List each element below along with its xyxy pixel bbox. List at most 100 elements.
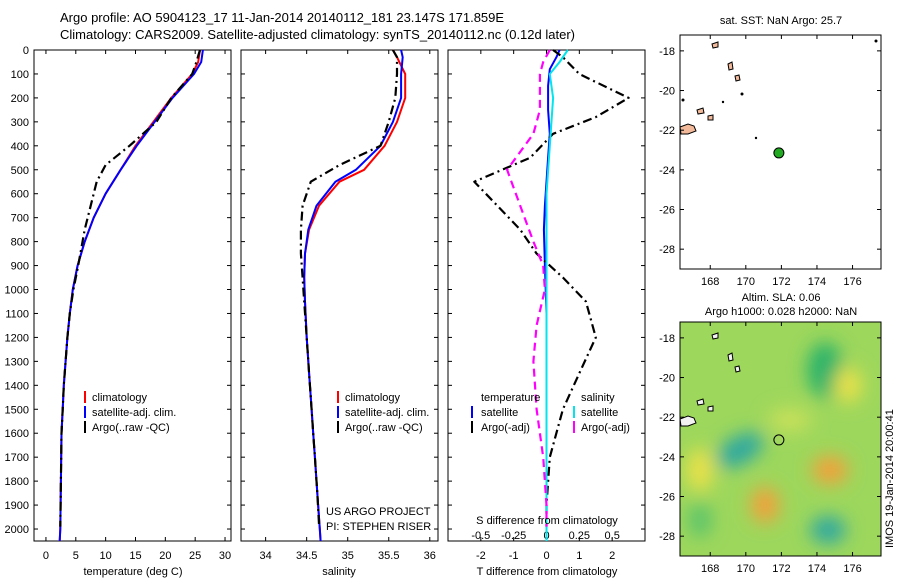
sla-map: 168 170 172 174 176 -18 -20 -22 -24 -26 -28: [659, 322, 881, 575]
map-y-tick-label: -28: [659, 531, 675, 543]
legend-label-t-argo: Argo(-adj): [481, 422, 530, 434]
map-x-tick-label: 172: [772, 276, 790, 288]
map-x-tick-label: 174: [808, 563, 826, 575]
legend-label-argo: Argo(..raw -QC): [345, 422, 423, 434]
depth-tick-label: 1800: [5, 476, 29, 488]
island-loyalty-2: [696, 398, 705, 406]
island-new-caledonia: [679, 123, 697, 135]
title-line-2: Climatology: CARS2009. Satellite-adjuste…: [60, 27, 575, 42]
x-tick-label: 25: [189, 550, 201, 562]
series-line-climatology: [303, 49, 407, 542]
series-line-argo-adj: [506, 49, 551, 527]
s-tick-label: 0.5: [605, 530, 620, 542]
depth-tick-label: 1300: [5, 356, 29, 368]
x-tick-label: 2: [609, 550, 615, 562]
depth-axis: 0 100 200 300 400 500 600 700 800 900 1000 1100 1200…: [5, 45, 645, 536]
x-tick-label: 34: [260, 550, 272, 562]
series-line-argo-raw-qc: [59, 49, 202, 527]
legend-header-salinity: salinity: [581, 392, 615, 404]
map-x-tick-label: 172: [772, 563, 790, 575]
sla-background: [680, 322, 881, 556]
map-y-tick-label: -20: [659, 86, 675, 98]
map-x-tick-label: 170: [737, 563, 755, 575]
salinity-panel-frame: [240, 49, 439, 542]
sla-blob: [688, 502, 712, 538]
x-tick-label: 20: [159, 550, 171, 562]
map-x-tick-label: 170: [737, 276, 755, 288]
map-x-tick-label: 168: [701, 563, 719, 575]
difference-legend: temperature salinity satellite Argo(-adj…: [471, 392, 630, 434]
sla-blob: [768, 408, 812, 432]
sla-blob: [807, 342, 843, 398]
x-tick-label: 35: [342, 550, 354, 562]
series-line-argo-adj: [473, 49, 630, 527]
series-line-argo-raw-qc: [299, 49, 399, 525]
sst-map-title: sat. SST: NaN Argo: 25.7: [720, 15, 842, 27]
map-y-tick-label: -26: [659, 205, 675, 217]
depth-tick-label: 1700: [5, 452, 29, 464]
depth-tick-label: 700: [11, 213, 29, 225]
s-difference-axis-label: S difference from climatology: [476, 515, 618, 527]
s-tick-label: -0.5: [471, 530, 490, 542]
depth-tick-label: 1500: [5, 404, 29, 416]
islet: [754, 136, 758, 140]
temperature-panel-frame: [33, 49, 232, 542]
islet: [740, 92, 744, 96]
argo-position-marker: [773, 147, 785, 159]
x-tick-label: 10: [100, 550, 112, 562]
project-label: US ARGO PROJECT: [326, 506, 431, 518]
depth-tick-label: 500: [11, 165, 29, 177]
map-x-tick-label: 168: [701, 276, 719, 288]
x-tick-label: 5: [73, 550, 79, 562]
sst-map: 168 170 172 174 176 -18 -20 -22 -24 -26 -28: [659, 35, 881, 288]
islet: [721, 100, 725, 104]
pi-label: PI: STEPHEN RISER: [326, 521, 431, 533]
map-y-tick-label: -26: [659, 492, 675, 504]
island-loyalty-1: [711, 41, 719, 49]
t-difference-axis-label: T difference from climatology: [477, 566, 618, 578]
temperature-panel: 0 5 10 15 20 25 30: [43, 49, 231, 562]
island-vanuatu-1: [727, 61, 734, 71]
depth-tick-label: 2000: [5, 524, 29, 536]
island-vanuatu-2: [734, 365, 741, 373]
depth-tick-label: 1000: [5, 285, 29, 297]
sla-blob: [812, 456, 848, 484]
sla-map-title-1: Altim. SLA: 0.06: [742, 292, 821, 304]
sla-blob: [810, 516, 846, 544]
map-y-tick-label: -18: [659, 333, 675, 345]
sla-field: [680, 322, 881, 556]
island-new-caledonia: [680, 415, 697, 427]
temperature-legend: climatology satellite-adj. clim. Argo(..…: [84, 391, 176, 434]
depth-tick-label: 1200: [5, 332, 29, 344]
depth-tick-label: 300: [11, 117, 29, 129]
difference-panel: -2 -1 0 1 2-0.5 -0.25 0 0.25 0.5: [471, 49, 630, 562]
s-tick-label: 0.25: [569, 530, 590, 542]
x-tick-label: 1: [576, 550, 582, 562]
depth-tick-label: 800: [11, 237, 29, 249]
series-line-satellite: [545, 49, 569, 541]
x-tick-label: 36: [424, 550, 436, 562]
legend-label-climatology: climatology: [92, 392, 148, 404]
temperature-axis-label: temperature (deg C): [83, 566, 182, 578]
series-line-climatology: [58, 49, 201, 542]
sst-map-frame: [679, 34, 882, 270]
imos-label: IMOS 19-Jan-2014 20:00:41: [884, 409, 896, 548]
x-tick-label: -1: [509, 550, 519, 562]
depth-tick-label: 200: [11, 93, 29, 105]
title-line-1: Argo profile: AO 5904123_17 11-Jan-2014 …: [60, 10, 505, 25]
x-tick-label: 34.5: [296, 550, 317, 562]
salinity-legend: climatology satellite-adj. clim. Argo(..…: [337, 391, 429, 434]
depth-tick-label: 600: [11, 189, 29, 201]
depth-tick-label: 900: [11, 261, 29, 273]
sla-map-frame: [679, 321, 882, 557]
island-loyalty-1: [711, 332, 719, 340]
map-y-tick-label: -20: [659, 373, 675, 385]
sla-blob: [751, 487, 779, 523]
island-loyalty-3: [707, 114, 714, 121]
map-y-tick-label: -22: [659, 412, 675, 424]
map-y-tick-label: -24: [659, 165, 675, 177]
island-loyalty-3: [707, 405, 714, 412]
sla-blob: [686, 448, 714, 492]
map-y-tick-label: -24: [659, 452, 675, 464]
x-tick-label: -2: [476, 550, 486, 562]
